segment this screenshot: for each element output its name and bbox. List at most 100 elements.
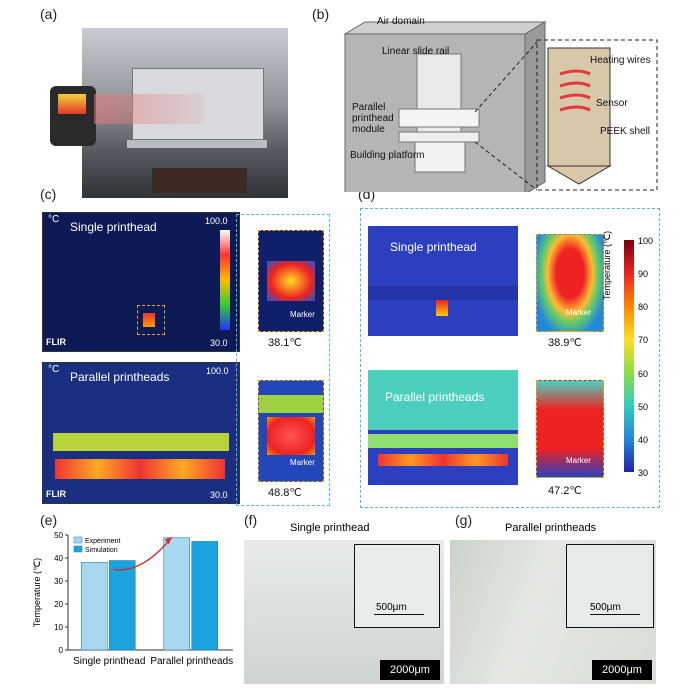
panel-label-c: (c) [40,186,57,202]
camera-screen [58,94,86,114]
sim-zoom-parallel [536,380,604,478]
bar-simulation [108,560,136,651]
y-tick-label: 30 [54,577,63,586]
zoom-hot-2 [267,417,315,455]
temp-single-sim: 38.9℃ [548,337,582,349]
heated-bar [53,433,229,451]
sim-colorbar [624,240,634,472]
x-tick-label: Parallel printheads [150,656,233,667]
panel-d-dashed-frame [360,208,660,508]
micrograph-single: 500μm [244,540,444,684]
scale-min-label-2: 30.0 [210,490,228,500]
peek-shell-label: PEEK shell [600,126,651,137]
colorbar-tick: 100 [638,236,654,246]
zoom-inset-parallel [258,380,324,482]
temperature-bar-chart: 0 10 20 30 40 50 Temperature (℃) Single printhe… [32,531,233,667]
bar-simulation [191,541,219,651]
thermal-unit-label-2: °C [48,364,60,375]
camera-beam [94,94,204,124]
flir-logo-2: FLIR [46,489,66,499]
zoom-inset-single [258,230,324,332]
marker-label-2: Marker [290,458,315,467]
air-domain-label: Air domain [377,16,425,27]
y-axis-label: Temperature (℃) [32,558,42,627]
scale-max-label: 100.0 [205,216,228,226]
temp-single-exp: 38.1℃ [268,337,302,349]
scale-max-label-2: 100.0 [206,366,229,376]
sim-parallel [368,370,518,485]
inset-parallel [566,544,654,628]
zoom-hot [267,261,315,301]
trend-arrowhead [164,537,172,545]
colorbar-tick: 30 [638,468,649,478]
sim-marker-label: Marker [566,308,591,317]
thermal-image-single [42,212,240,352]
colorbar-tick: 80 [638,302,649,313]
sim-nozzles [378,454,508,466]
hot-nozzles [55,459,225,479]
simulation-model-diagram [343,21,658,192]
legend-swatch [73,536,83,544]
platform-photo [127,140,267,148]
bar-experiment [80,562,108,651]
zoom-box [137,305,165,335]
sim-bar-parallel [368,434,518,448]
stage-photo [152,168,247,193]
parallel-module-label: Parallel printhead module [352,102,394,135]
trend-arrow [113,536,173,571]
y-tick-label: 20 [54,600,63,609]
building-platform-label: Building platform [350,150,425,161]
legend-swatch [73,545,83,553]
sim-zoom-single [536,234,604,332]
y-tick-label: 50 [54,531,63,540]
colorbar-tick: 90 [638,269,649,280]
thermal-unit-label: °C [48,214,60,225]
legend-label: Simulation [85,547,118,554]
parallel-printheads-label: Parallel printheads [70,370,170,384]
x-tick-label: Single printhead [73,656,145,667]
sim-module [368,370,518,430]
colorbar-tick: 40 [638,434,649,445]
panel-g-title: Parallel printheads [505,522,597,534]
panel-f-title: Single printhead [290,522,370,534]
thermal-image-parallel [42,362,240,504]
thermal-camera [50,86,96,146]
hot-spot [143,313,155,327]
panel-label-b: (b) [312,6,330,22]
inset-scale-line-g [590,614,640,615]
y-tick-label: 10 [54,623,63,632]
sim-hot [436,300,448,316]
colorbar-tick: 50 [638,401,649,412]
y-tick-label: 40 [54,554,63,563]
inset-scale-line [374,614,424,615]
temp-parallel-sim: 47.2℃ [548,485,582,497]
temp-parallel-exp: 48.8℃ [268,487,302,499]
inset-scale-label-g: 500μm [590,602,621,613]
legend-label: Experiment [85,538,120,545]
linear-slide-rail-label: Linear slide rail [382,46,450,57]
sim-colorbar-title: Temperature (℃) [602,230,612,300]
scale-bar-g: 2000μm [592,660,652,680]
y-tick-label: 0 [59,646,64,655]
thermal-colorbar [220,230,230,330]
inset-scale-label-f: 500μm [376,602,407,613]
sim-parallel-label: Parallel printheads [385,390,485,404]
zoom-bar [259,395,323,413]
sim-single [368,226,518,336]
single-printhead-label: Single printhead [70,220,157,234]
sim-bar [368,286,518,300]
inset-single [354,544,440,628]
marker-label: Marker [290,310,315,319]
scale-bar-f: 2000μm [380,660,440,680]
flir-logo: FLIR [46,337,66,347]
scale-min-label: 30.0 [210,338,228,348]
panel-label-g: (g) [455,512,473,528]
panel-label-f: (f) [244,512,258,528]
sim-marker-label-2: Marker [566,456,591,465]
panel-c-dashed-frame [236,214,330,506]
panel-label-a: (a) [40,6,58,22]
sensor-label: Sensor [596,98,628,109]
sim-single-label: Single printhead [390,240,477,254]
bar-experiment [163,537,191,651]
panel-label-e: (e) [40,512,58,528]
